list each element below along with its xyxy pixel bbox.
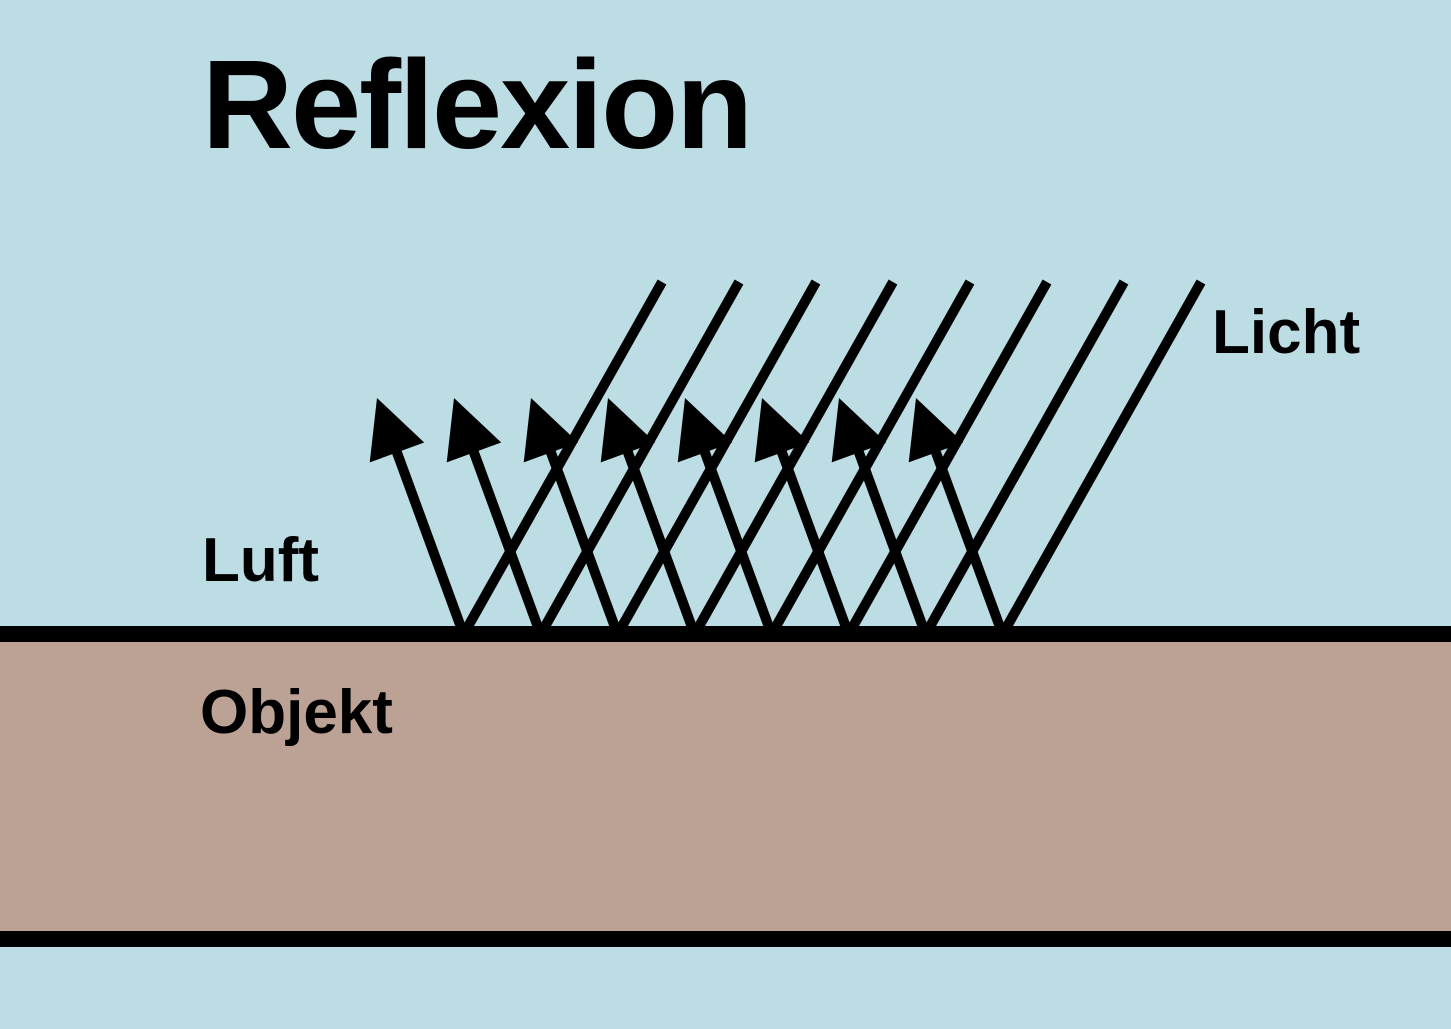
arrowhead-icon <box>677 398 733 463</box>
reflected-ray <box>544 446 621 632</box>
incoming-ray <box>1000 279 1206 633</box>
reflected-ray <box>852 446 929 632</box>
reflected-ray <box>929 446 1006 632</box>
reflected-ray <box>775 446 852 632</box>
incoming-ray <box>846 279 1052 633</box>
arrowhead-icon <box>600 398 656 463</box>
reflected-ray <box>621 446 698 632</box>
arrowhead-icon <box>831 398 887 463</box>
incoming-light-rays <box>461 279 1206 633</box>
incoming-ray <box>923 279 1129 633</box>
light-label: Licht <box>1212 298 1361 367</box>
reflected-ray <box>390 446 467 632</box>
arrowhead-icon <box>523 398 579 463</box>
diagram-title: Reflexion <box>202 34 753 175</box>
air-label: Luft <box>202 526 320 595</box>
reflected-ray <box>698 446 775 632</box>
arrowhead-icon <box>908 398 964 463</box>
arrowhead-icon <box>754 398 810 463</box>
object-label: Objekt <box>200 678 393 747</box>
arrowhead-icon <box>446 398 502 463</box>
incoming-ray <box>615 279 821 633</box>
reflected-ray <box>467 446 544 632</box>
air-object-boundary <box>0 626 1451 642</box>
incoming-ray <box>461 279 667 633</box>
incoming-ray <box>692 279 898 633</box>
incoming-ray <box>538 279 744 633</box>
object-region <box>0 636 1451 939</box>
arrowhead-icon <box>369 398 425 463</box>
reflected-light-rays <box>369 398 1006 632</box>
object-bottom-boundary <box>0 931 1451 947</box>
incoming-ray <box>769 279 975 633</box>
